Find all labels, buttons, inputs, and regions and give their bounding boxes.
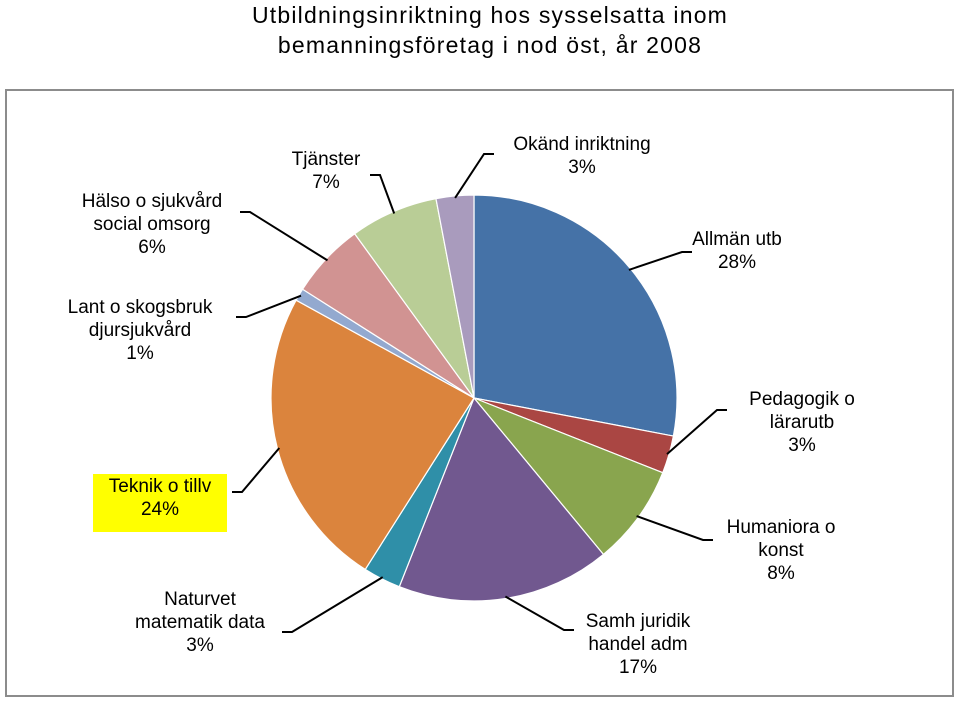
chart-title-line-1: Utbildningsinriktning hos sysselsatta in… (251, 2, 729, 28)
data-label-4: Naturvet matematik data 3% (135, 589, 265, 656)
pie-slice-9 (435, 194, 475, 399)
pie-slice-3 (398, 396, 605, 602)
data-label-pct-5: 24% (141, 499, 179, 520)
label-highlight-5 (93, 474, 227, 532)
data-label-text-7: social omsorg (93, 214, 210, 235)
data-label-text-1: lärarutb (770, 412, 834, 433)
leader-line-7 (240, 211, 329, 262)
pie-slice-5 (270, 299, 475, 571)
data-label-text-8: Tjänster (292, 149, 361, 170)
data-label-9: Okänd inriktning 3% (513, 134, 650, 178)
data-label-text-3: Samh juridik (586, 611, 691, 632)
data-label-pct-8: 7% (312, 172, 340, 193)
data-label-5: Teknik o tillv 24% (109, 476, 212, 520)
data-label-pct-4: 3% (186, 635, 214, 656)
data-label-3: Samh juridik handel adm 17% (586, 611, 691, 678)
leader-line-3 (504, 595, 574, 631)
data-label-text-2: konst (758, 540, 804, 561)
data-label-pct-9: 3% (568, 157, 596, 178)
leader-line-6 (236, 294, 302, 318)
leader-line-5 (232, 447, 281, 493)
leader-line-9 (454, 153, 494, 199)
leader-line-0 (628, 251, 692, 271)
data-label-pct-6: 1% (126, 343, 154, 364)
data-label-pct-1: 3% (788, 435, 816, 456)
chart-title: Utbildningsinriktning hos sysselsatta in… (0, 0, 960, 60)
data-label-7: Hälso o sjukvård social omsorg 6% (82, 191, 222, 258)
leader-line-1 (666, 409, 727, 455)
data-label-text-7: Hälso o sjukvård (82, 191, 222, 212)
data-label-0: Allmän utb 28% (692, 229, 782, 273)
data-label-pct-0: 28% (718, 252, 756, 273)
data-label-6: Lant o skogsbruk djursjukvård 1% (68, 297, 213, 364)
data-label-text-0: Allmän utb (692, 229, 782, 250)
data-label-2: Humaniora o konst 8% (727, 517, 836, 584)
data-label-1: Pedagogik o lärarutb 3% (749, 389, 855, 456)
leader-line-4 (282, 576, 384, 633)
data-label-text-9: Okänd inriktning (513, 134, 650, 155)
data-label-8: Tjänster 7% (292, 149, 361, 193)
data-label-text-4: matematik data (135, 612, 265, 633)
chart-title-line-2: bemanningsföretag i nod öst, år 2008 (277, 32, 703, 58)
data-label-text-4: Naturvet (164, 589, 237, 610)
data-label-text-6: Lant o skogsbruk (68, 297, 213, 318)
data-label-pct-2: 8% (767, 563, 795, 584)
data-label-text-1: Pedagogik o (749, 389, 855, 410)
data-label-pct-7: 6% (138, 237, 166, 258)
data-label-text-3: handel adm (588, 634, 687, 655)
data-label-text-5: Teknik o tillv (109, 476, 212, 497)
leader-line-8 (370, 174, 396, 214)
data-label-pct-3: 17% (619, 657, 657, 678)
pie-slice-0 (473, 194, 678, 437)
data-label-text-6: djursjukvård (89, 320, 191, 341)
data-label-text-2: Humaniora o (727, 517, 836, 538)
leader-line-2 (636, 515, 713, 541)
